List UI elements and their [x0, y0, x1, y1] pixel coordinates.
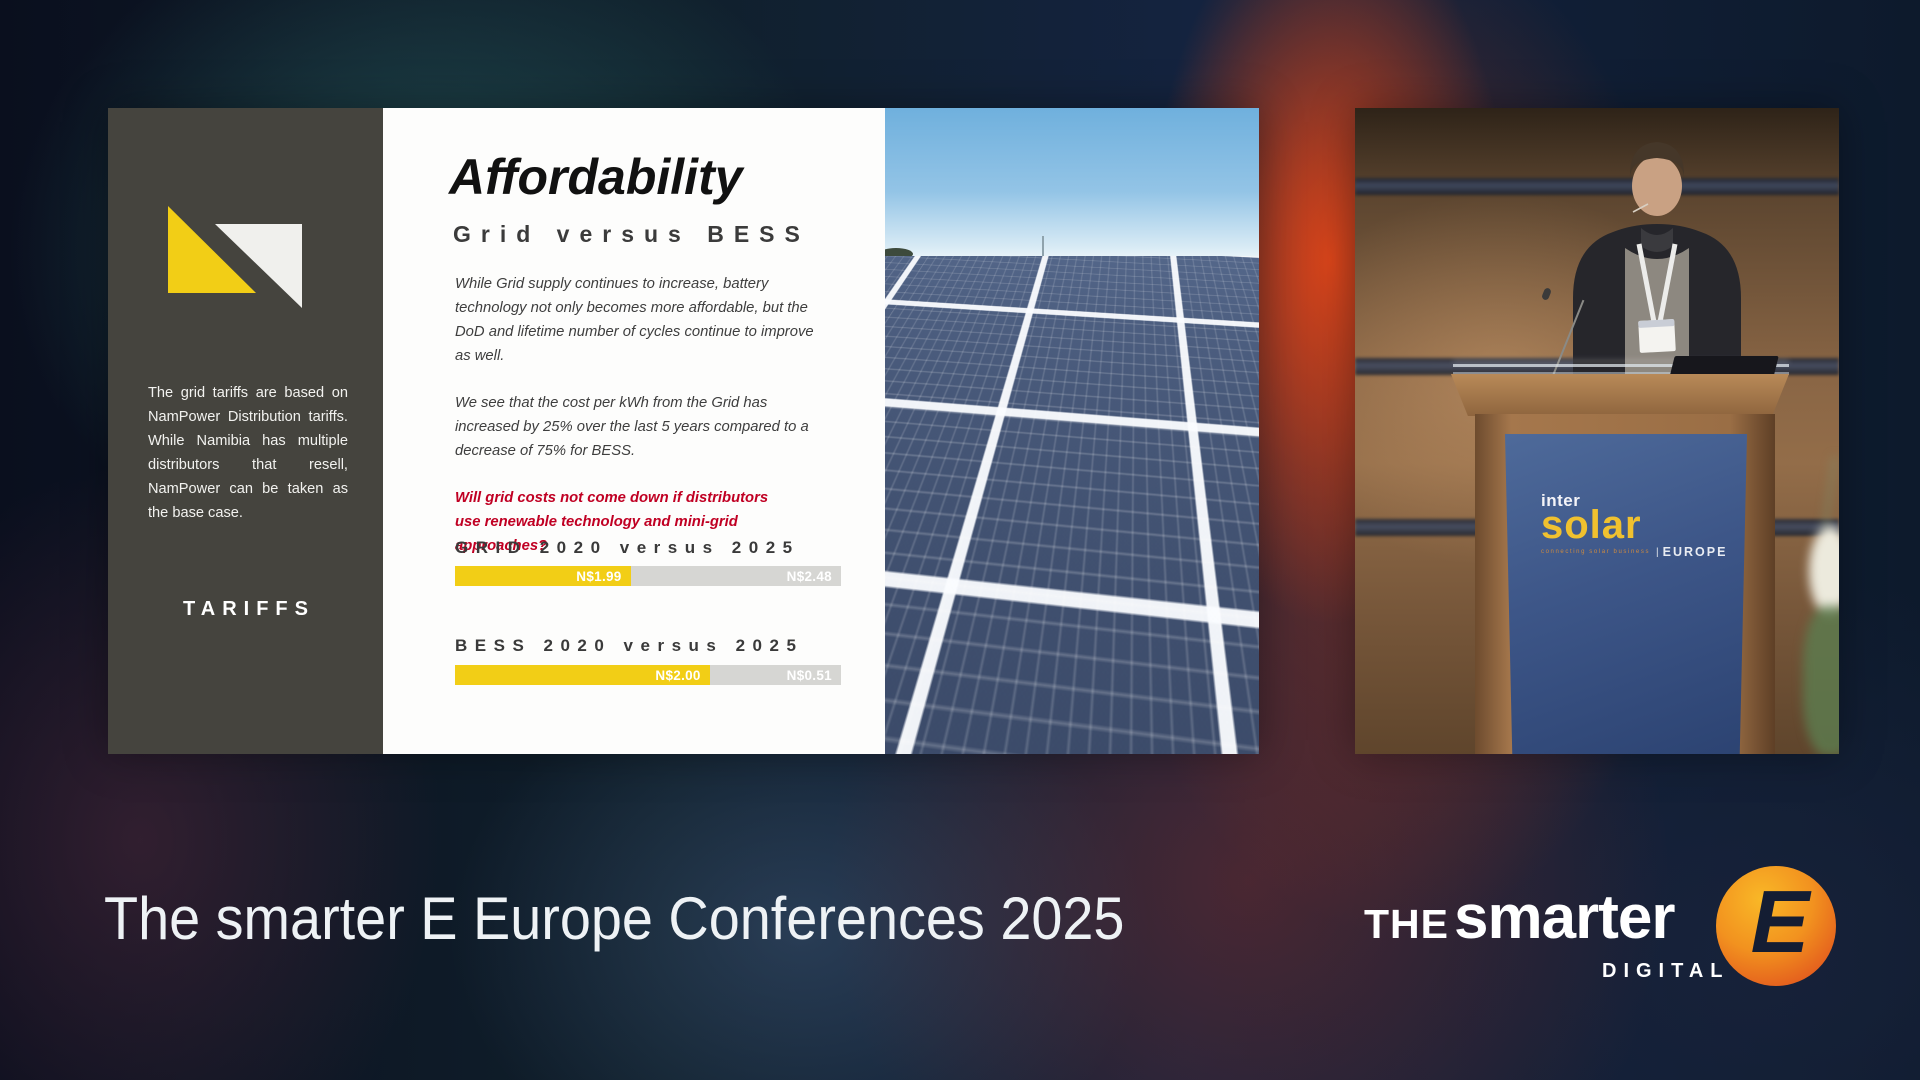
- intersolar-inter-text: inter: [1541, 491, 1581, 510]
- the-smarter-e-logo: THE smarter E DIGITAL: [1364, 866, 1840, 996]
- bess-2020-segment: N$2.00: [455, 665, 710, 685]
- solar-panels-photo: [885, 108, 1259, 754]
- lanyard-left: [1636, 243, 1657, 323]
- event-title: The smarter E Europe Conferences 2025: [104, 885, 1125, 952]
- presentation-slide: The grid tariffs are based on NamPower D…: [108, 108, 1259, 754]
- intersolar-tagline: connecting solar business: [1541, 549, 1651, 555]
- bess-2025-value: N$0.51: [786, 667, 832, 683]
- podium-top: [1451, 374, 1789, 416]
- grid-comparison-bar: N$1.99 N$2.48: [455, 566, 841, 586]
- grid-2025-segment: N$2.48: [630, 566, 841, 586]
- hair: [1629, 142, 1685, 178]
- slide-sidebar: The grid tariffs are based on NamPower D…: [108, 108, 383, 754]
- lanyard-right: [1657, 243, 1678, 323]
- sidebar-note: The grid tariffs are based on NamPower D…: [148, 385, 348, 521]
- badge-strip: [1638, 319, 1675, 328]
- stage-plant: [1799, 456, 1839, 754]
- solar-array: [885, 256, 1259, 754]
- slide-subtitle: Grid versus BESS: [453, 221, 810, 247]
- sidebar-section-label: TARIFFS: [183, 598, 315, 620]
- face: [1632, 156, 1682, 216]
- brand-e-glyph: E: [1750, 872, 1810, 971]
- bess-comparison-bar: N$2.00 N$0.51: [455, 665, 841, 685]
- grid-chart-title: GRID 2020 versus 2025: [455, 538, 800, 557]
- grid-2020-value: N$1.99: [576, 568, 622, 584]
- nampower-logo: [168, 206, 302, 308]
- headset-mic: [1632, 203, 1649, 213]
- podium-glass-rail: [1453, 364, 1789, 367]
- brand-digital-text: DIGITAL: [1602, 960, 1730, 982]
- badge: [1638, 319, 1676, 353]
- slide-paragraph: While Grid supply continues to increase,…: [455, 276, 814, 364]
- slide-title: Affordability: [449, 149, 743, 205]
- grid-2025-value: N$2.48: [786, 568, 832, 584]
- intersolar-region: EUROPE: [1662, 545, 1728, 559]
- intersolar-solar-text: solar: [1541, 503, 1642, 547]
- collar: [1641, 228, 1673, 252]
- sky: [885, 108, 1259, 260]
- grid-2020-segment: N$1.99: [455, 566, 631, 586]
- horizon-pole: [1042, 236, 1045, 260]
- brand-smarter-text: smarter: [1454, 883, 1675, 952]
- slide-paragraph: We see that the cost per kWh from the Gr…: [455, 395, 809, 459]
- intersolar-logo: inter solar connecting solar business | …: [1541, 491, 1725, 559]
- slide-question: Will grid costs not come down if distrib…: [455, 490, 769, 554]
- bess-2025-segment: N$0.51: [709, 665, 841, 685]
- speaker-video-feed: inter solar connecting solar business | …: [1355, 108, 1839, 754]
- podium-banner: inter solar connecting solar business | …: [1505, 434, 1747, 754]
- wall-band: [1355, 178, 1839, 195]
- intersolar-divider: |: [1656, 546, 1659, 558]
- bess-chart-title: BESS 2020 versus 2025: [455, 636, 804, 655]
- bess-2020-value: N$2.00: [655, 667, 701, 683]
- brand-e-circle-icon: E: [1716, 866, 1836, 986]
- brand-the-text: THE: [1364, 901, 1449, 947]
- slide-content: Affordability Grid versus BESS While Gri…: [383, 108, 885, 754]
